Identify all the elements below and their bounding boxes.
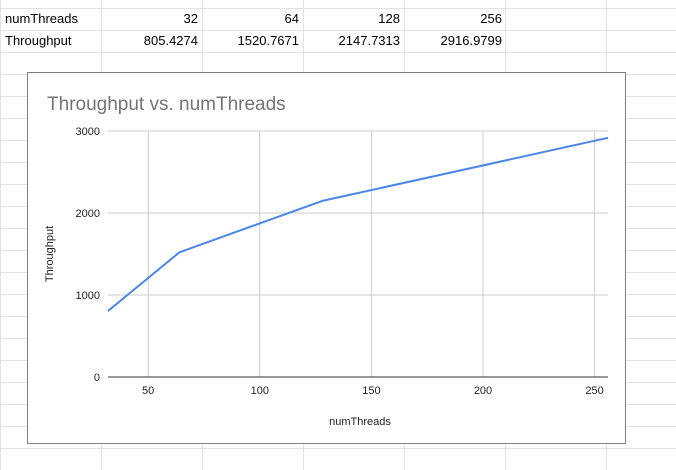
embedded-chart[interactable]: Throughput vs. numThreads 0 1000 2000 3000 50… bbox=[27, 72, 626, 444]
x-tick-label-100: 100 bbox=[251, 385, 269, 397]
x-axis-label: numThreads bbox=[329, 416, 391, 428]
cell-label-numthreads[interactable]: numThreads bbox=[5, 11, 78, 26]
series-line-0 bbox=[107, 136, 609, 312]
cell-label-throughput[interactable]: Throughput bbox=[5, 33, 72, 48]
chart-title: Throughput vs. numThreads bbox=[47, 94, 286, 115]
cell-throughput-64[interactable]: 1520.7671 bbox=[237, 33, 299, 48]
y-tick-label-3000: 3000 bbox=[76, 126, 100, 138]
cell-throughput-128[interactable]: 2147.7313 bbox=[338, 33, 400, 48]
y-tick-label-0: 0 bbox=[94, 372, 100, 384]
x-tick-label-50: 50 bbox=[142, 385, 154, 397]
x-tick-label-200: 200 bbox=[474, 385, 492, 397]
x-tick-label-150: 150 bbox=[362, 385, 380, 397]
y-axis-label: Throughput bbox=[44, 226, 56, 282]
cell-numthreads-64[interactable]: 64 bbox=[284, 11, 299, 26]
cell-numthreads-256[interactable]: 256 bbox=[480, 11, 502, 26]
cell-throughput-256[interactable]: 2916.9799 bbox=[440, 33, 502, 48]
line-chart: Throughput vs. numThreads 0 1000 2000 3000 50… bbox=[44, 94, 609, 428]
y-tick-label-1000: 1000 bbox=[76, 290, 100, 302]
cell-throughput-32[interactable]: 805.4274 bbox=[143, 33, 198, 48]
cell-numthreads-32[interactable]: 32 bbox=[183, 11, 198, 26]
y-tick-label-2000: 2000 bbox=[76, 208, 100, 220]
x-tick-label-250: 250 bbox=[585, 385, 603, 397]
cell-numthreads-128[interactable]: 128 bbox=[378, 11, 400, 26]
